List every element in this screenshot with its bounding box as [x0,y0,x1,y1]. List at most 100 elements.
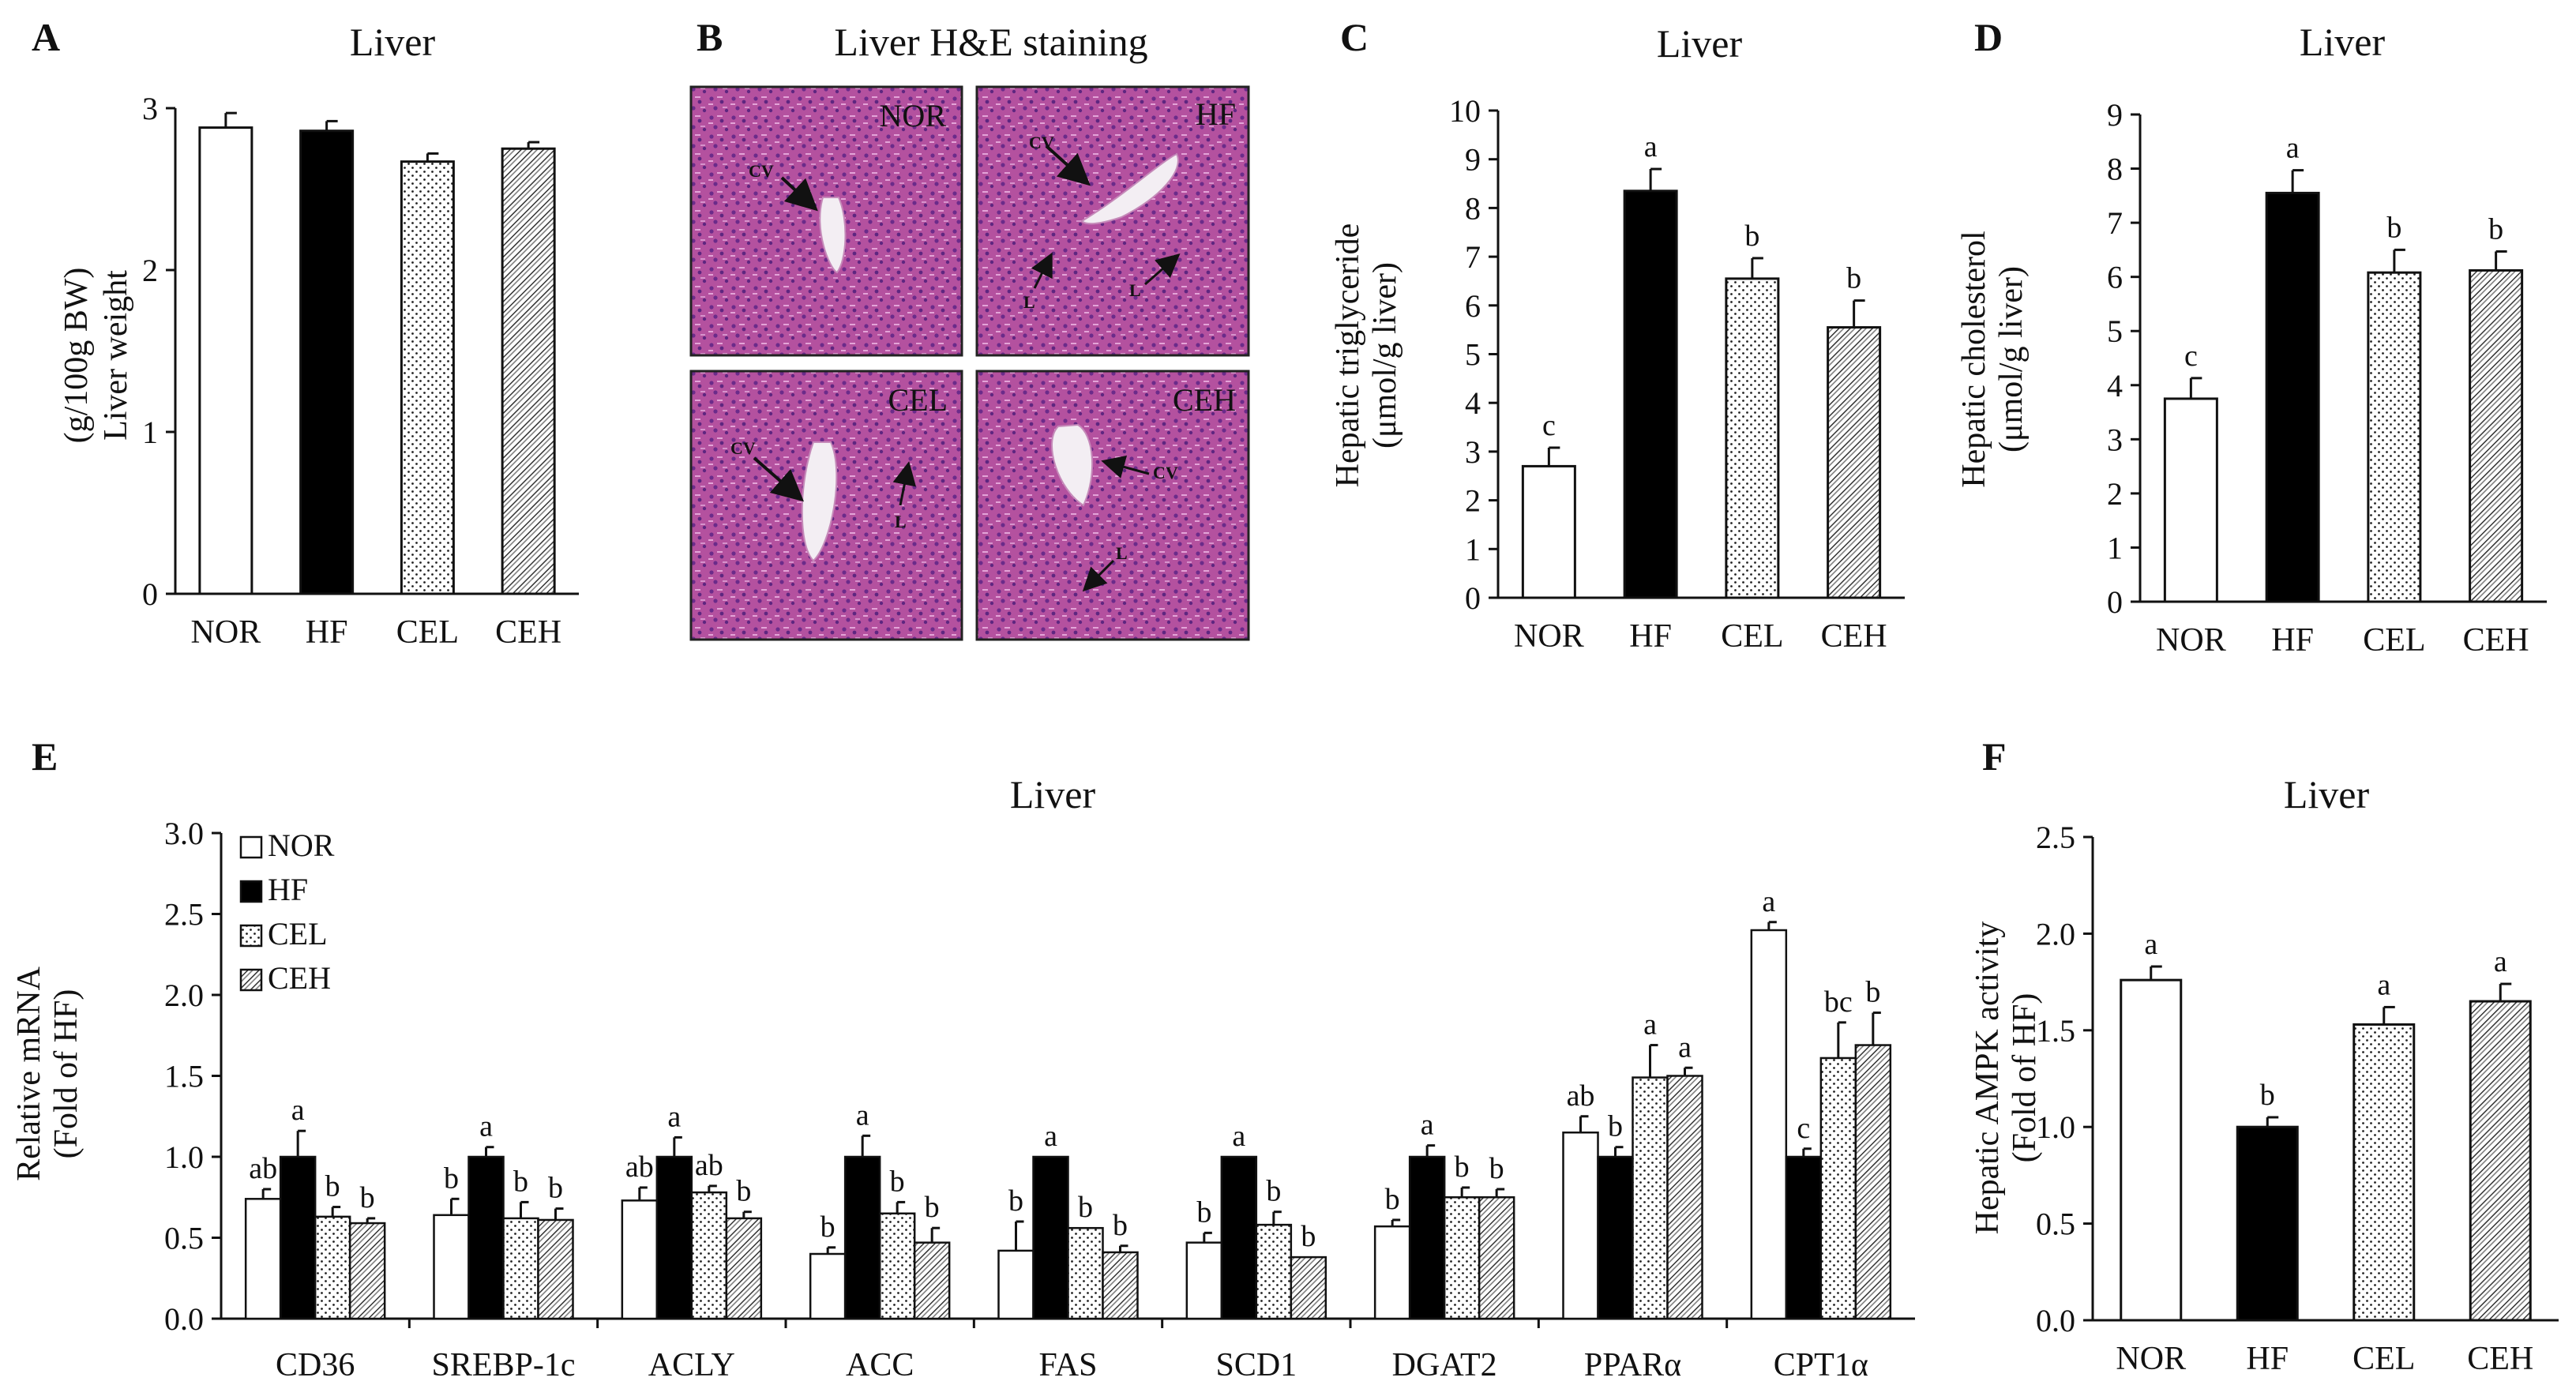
y-axis-label-a: (g/100g BW) [58,268,95,444]
sig-letter-f: a [2494,945,2507,978]
y-tick-label-c: 2 [1465,483,1481,519]
micrograph-cel: CV L CEL [689,370,963,641]
y-axis-label-f: (Fold of HF) [2007,993,2043,1163]
sig-letter-e: b [325,1170,340,1203]
bar-c-cel [1725,277,1780,599]
svg-text:L: L [1023,292,1035,312]
bar-e-nor [997,1249,1035,1320]
x-tick-label-e: PPARα [1584,1347,1681,1383]
bar-c-hf [1623,190,1678,599]
x-tick-label-d: CEH [2463,622,2529,659]
sig-letter-e: a [1762,885,1775,918]
x-tick-label-e: FAS [1039,1347,1098,1383]
bar-e-ceh [913,1241,951,1320]
bar-e-cel [1819,1057,1857,1320]
bar-c-nor [1521,464,1576,599]
bar-e-hf [655,1155,693,1320]
legend-swatch-ceh [239,968,263,992]
bar-d-nor [2163,397,2218,603]
sig-letter-f: b [2260,1079,2275,1112]
x-tick-label-d: NOR [2156,622,2226,659]
y-tick-label-a: 0 [142,576,158,612]
y-tick-label-c: 7 [1465,239,1481,275]
sig-letter-e: ab [1567,1079,1595,1113]
sig-letter-c: b [1846,262,1861,295]
sig-letter-e: ab [625,1150,654,1184]
legend-label-ceh: CEH [268,960,331,996]
bar-e-hf [1220,1155,1258,1320]
bar-e-hf [843,1155,881,1320]
y-tick-label-d: 2 [2107,476,2123,512]
micrograph-label-hf: HF [1196,96,1236,132]
bar-f-ceh [2469,1000,2532,1322]
x-tick-label-c: NOR [1514,618,1584,655]
y-tick-label-c: 4 [1465,385,1481,421]
x-tick-label-f: HF [2246,1341,2289,1377]
svg-text:L: L [895,512,907,531]
sig-letter-e: a [479,1110,493,1143]
y-tick-label-d: 5 [2107,313,2123,349]
sig-letter-c: a [1644,130,1658,163]
sig-letter-e: c [1797,1112,1810,1145]
x-tick-label-c: HF [1629,618,1672,655]
micrograph-label-nor: NOR [880,98,947,133]
y-tick-label-a: 2 [142,253,158,288]
bar-e-cel [502,1217,539,1320]
x-tick-label-a: CEH [495,614,561,651]
panel-title-E: Liver [1010,772,1096,816]
y-tick-label-f: 2.0 [2036,916,2075,951]
bar-e-hf [1597,1155,1634,1320]
y-tick-label-c: 1 [1465,531,1481,567]
sig-letter-e: b [1489,1152,1504,1185]
bar-a-nor [198,126,253,595]
bar-e-hf [1408,1155,1446,1320]
svg-text:CV: CV [730,438,756,458]
y-axis-label-d: (μmol/g liver) [1993,266,2030,452]
sig-letter-c: c [1542,409,1556,442]
x-tick-label-e: CPT1α [1774,1347,1868,1383]
bar-e-nor [1562,1132,1599,1320]
sig-letter-e: b [820,1210,836,1244]
sig-letter-e: b [548,1172,563,1205]
x-tick-label-e: ACC [846,1347,914,1383]
svg-text:L: L [1116,543,1128,563]
y-axis-label-c: (μmol/g liver) [1367,262,1403,449]
sig-letter-e: b [1113,1209,1128,1242]
y-tick-label-d: 0 [2107,584,2123,620]
y-tick-label-d: 3 [2107,422,2123,457]
svg-text:L: L [1129,280,1141,300]
panel-letter-D: D [1974,15,2003,59]
panel-letter-E: E [32,734,58,779]
y-tick-label-d: 9 [2107,97,2123,133]
bar-e-ceh [1102,1251,1139,1320]
bar-e-cel [1632,1076,1669,1320]
bar-e-cel [314,1215,351,1320]
y-tick-label-d: 4 [2107,368,2123,403]
bar-e-nor [1750,929,1788,1320]
y-tick-label-d: 1 [2107,530,2123,565]
x-tick-label-d: CEL [2363,622,2425,659]
bar-e-hf [468,1155,505,1320]
bar-e-hf [1032,1155,1069,1320]
bar-e-ceh [725,1217,763,1320]
x-tick-label-a: NOR [191,614,261,651]
y-tick-label-c: 10 [1449,93,1481,129]
bar-e-cel [1067,1226,1104,1320]
x-tick-label-e: SREBP-1c [431,1347,575,1383]
bar-c-ceh [1827,326,1882,599]
sig-letter-e: b [1455,1150,1470,1184]
sig-letter-e: a [667,1100,681,1133]
y-tick-label-f: 0.5 [2036,1207,2075,1242]
svg-text:CV: CV [749,161,774,181]
panel-title-B: Liver H&E staining [834,20,1147,64]
sig-letter-d: b [2488,212,2503,246]
bar-f-hf [2236,1125,2299,1322]
bar-e-nor [621,1199,659,1320]
charts-layer: 0 1 2 3 Liver weight(g/100g BW) NOR HF CEL CEH 0 1… [11,91,2559,1383]
sig-letter-e: b [1385,1183,1400,1216]
x-tick-label-e: CD36 [276,1347,355,1383]
y-axis-label-f: Hepatic AMPK activity [1970,921,2006,1235]
bar-e-cel [878,1212,916,1320]
y-tick-label-f: 1.5 [2036,1013,2075,1049]
